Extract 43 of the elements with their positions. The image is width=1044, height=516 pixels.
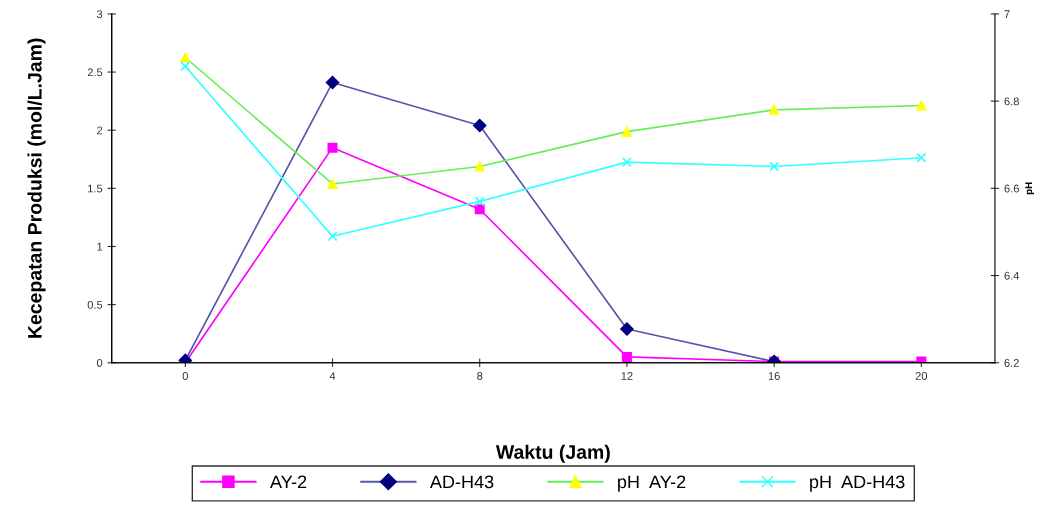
y2-tick-label: 6.6 xyxy=(1004,184,1019,193)
legend-label: AY-2 xyxy=(270,475,307,489)
point xyxy=(474,161,485,172)
y2-tick-label: 6.8 xyxy=(1004,97,1019,106)
point xyxy=(620,322,634,336)
x-tick-label: 4 xyxy=(329,372,336,380)
legend-label: pH AD-H43 xyxy=(810,475,905,492)
point xyxy=(621,126,632,137)
x-tick-label: 8 xyxy=(477,372,483,380)
y-axis-title: Kecepatan Produksi (mol/L.Jam) xyxy=(27,38,46,338)
x-tick-label: 0 xyxy=(182,372,188,380)
point xyxy=(180,52,191,63)
y-tick-label: 3 xyxy=(96,10,103,19)
point xyxy=(472,118,487,133)
y2-tick-label: 6.4 xyxy=(1004,271,1020,280)
x-tick-label: 12 xyxy=(621,372,633,380)
x-axis-title: Waktu (Jam) xyxy=(495,444,610,463)
point xyxy=(769,104,780,115)
legend-label: pH AY-2 xyxy=(618,475,686,492)
y-tick-label: 1.5 xyxy=(88,184,103,193)
point xyxy=(474,204,485,215)
point xyxy=(327,178,338,189)
y2-tick-label: 7 xyxy=(1004,10,1010,18)
y-tick-label: 2.5 xyxy=(87,68,103,77)
point xyxy=(325,75,340,90)
y-tick-label: 0 xyxy=(96,359,103,367)
point xyxy=(474,196,485,207)
legend-label: AD-H43 xyxy=(429,475,494,489)
x-tick-label: 20 xyxy=(915,372,928,380)
y2-tick-label: 6.2 xyxy=(1004,359,1019,367)
point xyxy=(916,100,927,111)
point xyxy=(916,152,927,163)
y2-axis-title: pH xyxy=(1025,182,1035,195)
point xyxy=(327,231,338,242)
y-tick-label: 2 xyxy=(97,126,103,135)
point xyxy=(769,161,780,172)
point xyxy=(327,142,338,153)
y-tick-label: 0.5 xyxy=(87,300,103,309)
x-tick-label: 16 xyxy=(768,372,780,380)
point xyxy=(621,351,632,362)
y-tick-label: 1 xyxy=(97,242,103,251)
point xyxy=(180,61,191,72)
point xyxy=(621,157,632,168)
